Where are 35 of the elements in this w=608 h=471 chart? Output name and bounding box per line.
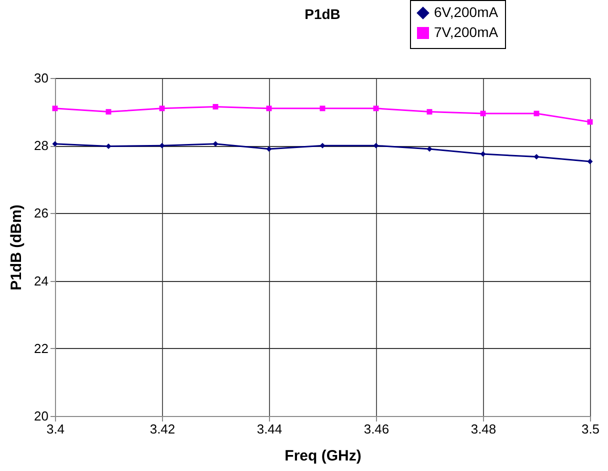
point [587,119,593,125]
x-axis-title: Freq (GHz) [284,448,362,464]
point [52,141,58,147]
point [52,106,58,112]
point [320,142,326,148]
x-tick-label: 3.46 [364,422,390,436]
y-tick-label: 20 [34,408,48,424]
point [320,106,326,112]
legend-label: 6V,200mA [434,4,499,20]
point [426,146,432,152]
x-tick-label: 3.42 [150,422,176,436]
point [480,151,486,157]
point [266,106,272,112]
y-axis-title: P1dB (dBm) [8,204,26,290]
point [106,109,112,115]
point [587,158,593,164]
x-tick-label: 3.5 [581,422,600,436]
point [212,141,218,147]
point [373,106,379,112]
y-tick-label: 26 [34,206,48,221]
x-tick-label: 3.4 [46,422,65,436]
x-tick-label: 3.48 [470,422,496,436]
point [426,109,432,115]
chart-title: P1dB [304,6,340,22]
y-tick-label: 24 [34,273,48,288]
point [159,142,165,148]
y-tick-label: 28 [34,138,48,154]
point [212,104,218,110]
point [266,146,272,152]
x-tick-label: 3.44 [256,422,282,436]
legend-label: 7V,200mA [434,24,499,40]
point [159,106,165,112]
y-tick-label: 22 [34,340,48,356]
point [373,142,379,148]
y-tick-label: 30 [34,70,48,86]
